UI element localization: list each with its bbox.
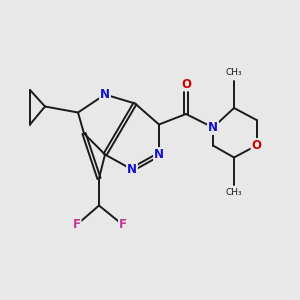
Text: O: O: [251, 139, 262, 152]
Text: N: N: [154, 148, 164, 161]
Text: CH₃: CH₃: [226, 68, 242, 77]
Text: F: F: [73, 218, 80, 232]
Text: CH₃: CH₃: [226, 188, 242, 197]
Text: F: F: [119, 218, 127, 232]
Text: O: O: [181, 77, 191, 91]
Text: N: N: [208, 121, 218, 134]
Text: N: N: [100, 88, 110, 101]
Text: N: N: [127, 163, 137, 176]
